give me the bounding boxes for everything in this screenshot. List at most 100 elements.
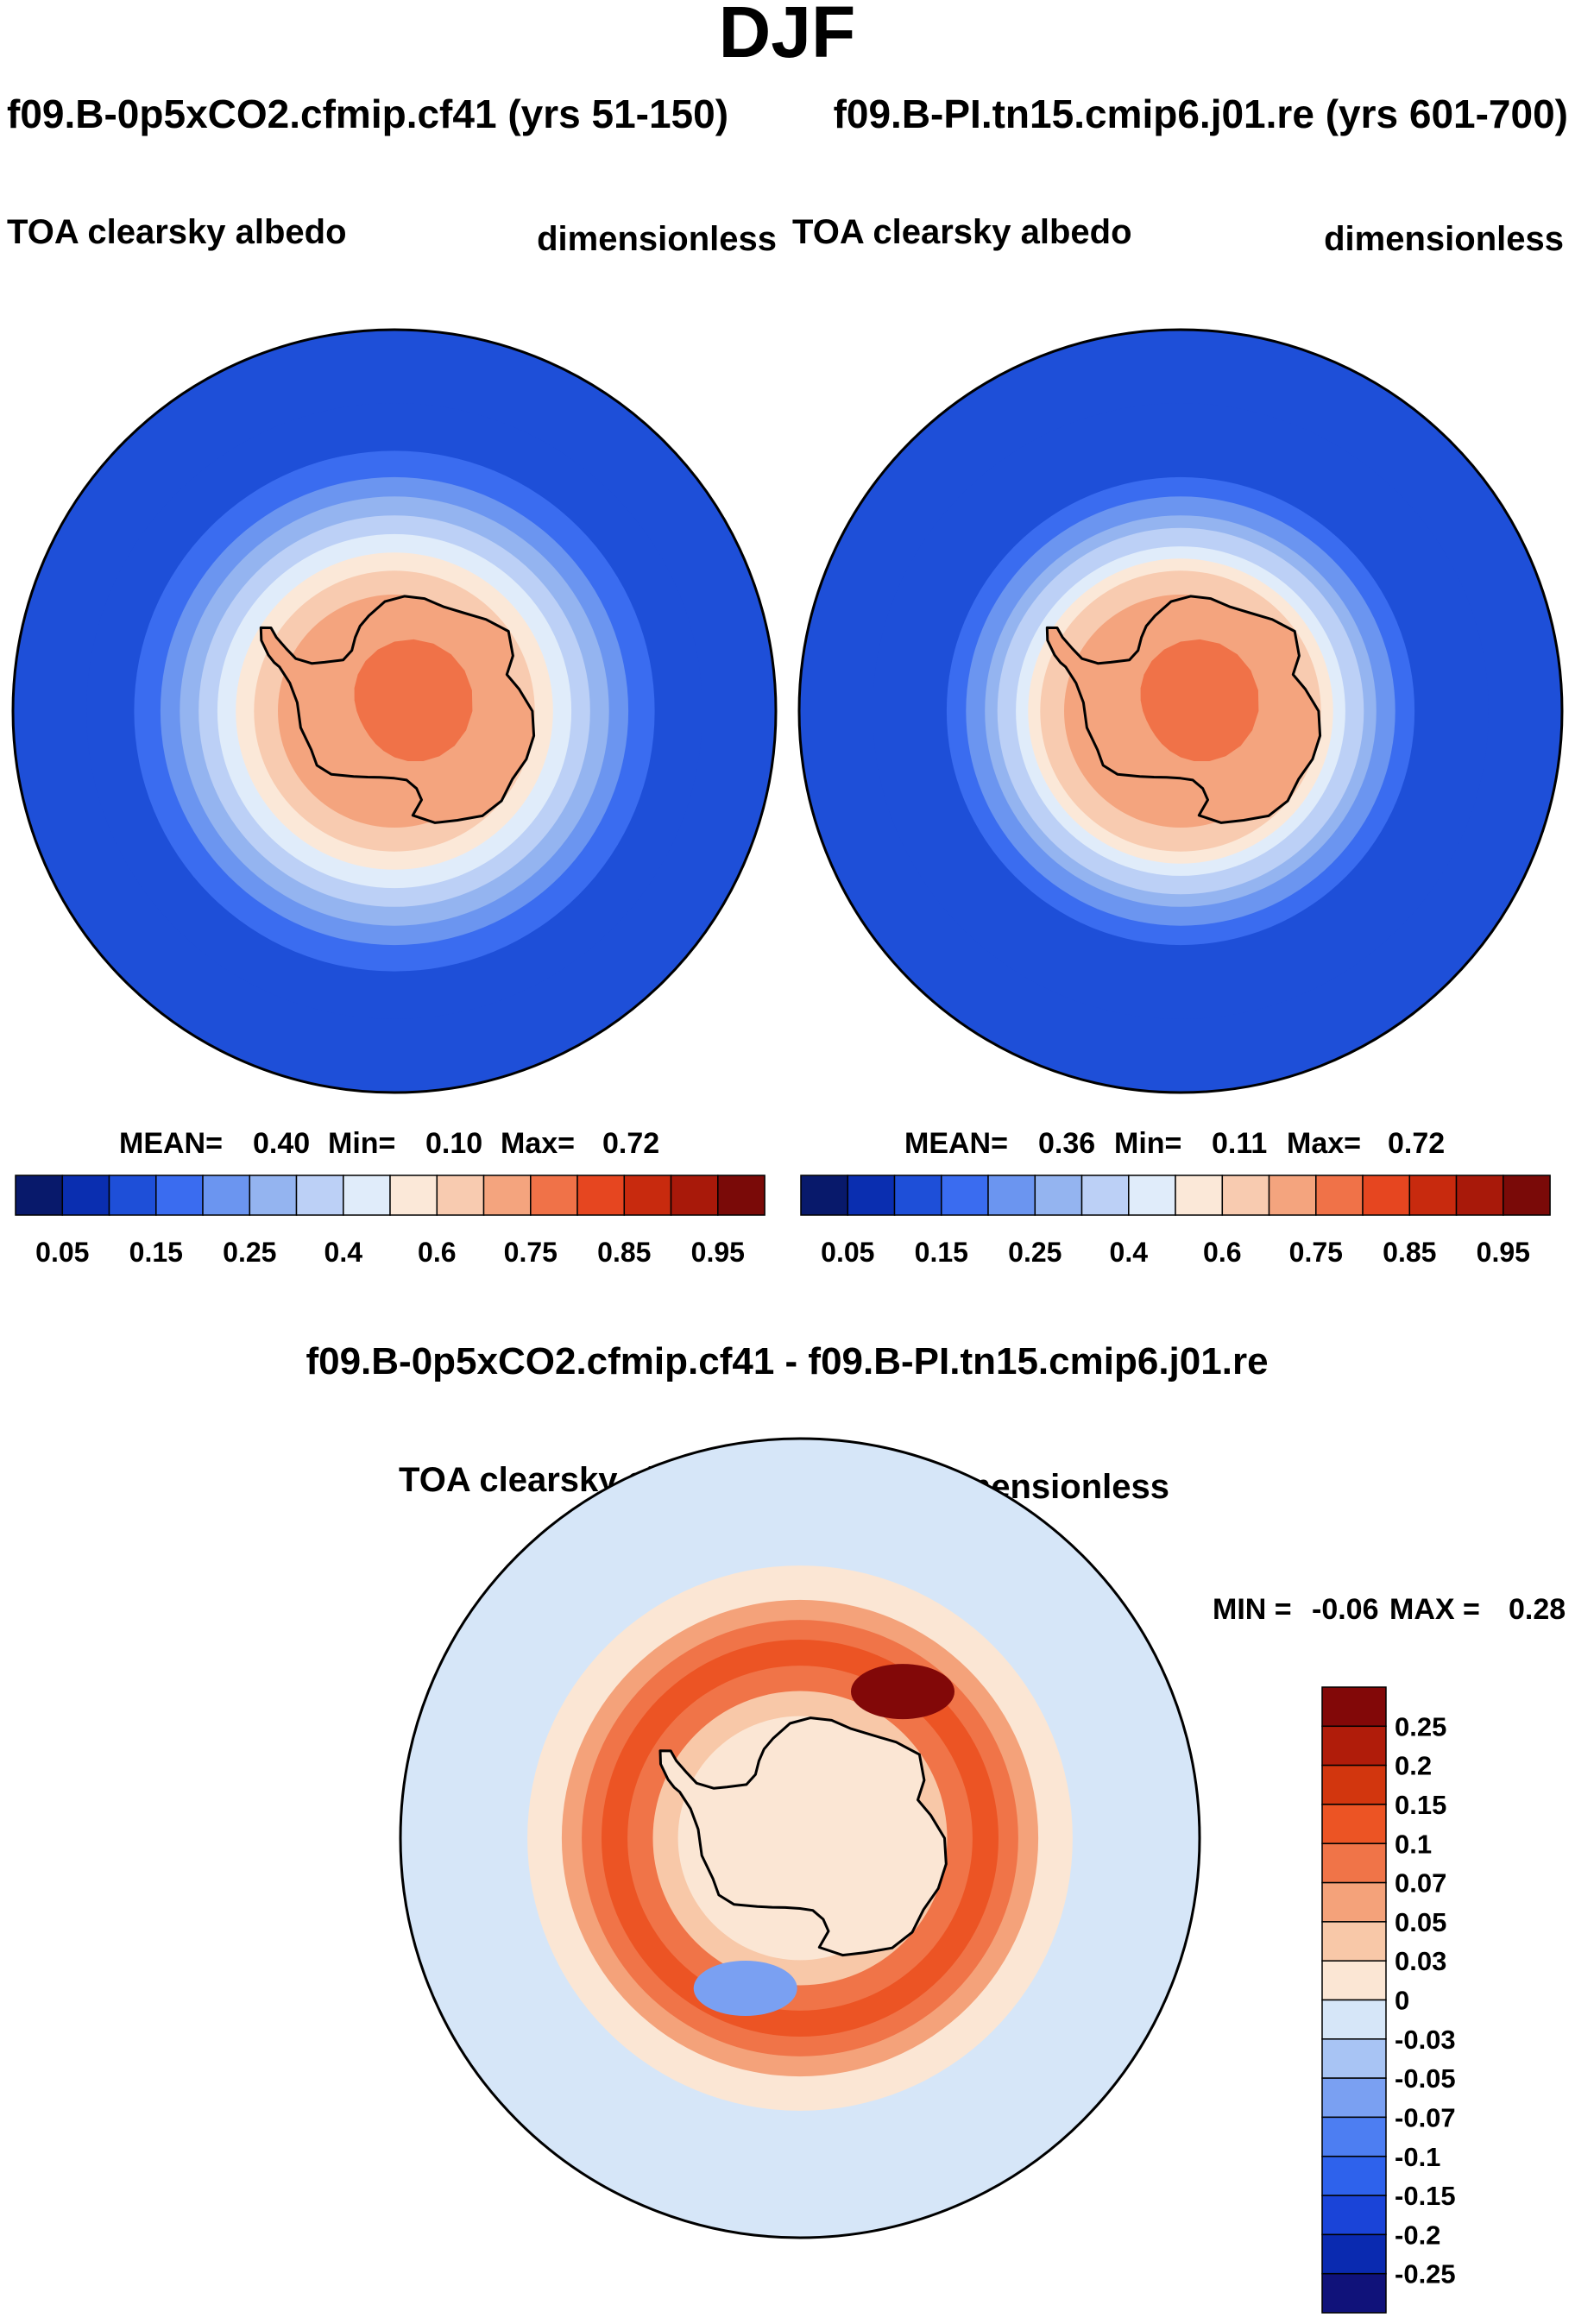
panel-3-colorbar-tick-label: -0.2 [1395, 2220, 1440, 2250]
panel-3-colorbar-swatch [1321, 2272, 1387, 2314]
panel-2-colorbar-swatch [1315, 1175, 1364, 1216]
panel-2-colorbar-swatch [1175, 1175, 1224, 1216]
panel-1-colorbar-swatch [389, 1175, 438, 1216]
panel-1-colorbar-swatch [530, 1175, 578, 1216]
panel-1-map [13, 330, 776, 1093]
panel-2-colorbar-swatch [893, 1175, 942, 1216]
panel-1-colorbar-swatch [670, 1175, 719, 1216]
panel-1-colorbar: 0.05 0.15 0.25 0.4 0.6 0.75 0.85 0.95 [15, 1175, 765, 1268]
panel-2-max: 0.72 [1388, 1127, 1445, 1160]
panel-2-colorbar-tick-label: 0.75 [1289, 1237, 1343, 1268]
panel-3-colorbar-tick-label: -0.07 [1395, 2102, 1456, 2132]
panel-1-colorbar-tick-label: 0.4 [324, 1237, 363, 1268]
panel-1-colorbar-swatch [61, 1175, 110, 1216]
panel-3-colorbar-swatch [1321, 1686, 1387, 1728]
panel-1-colorbar-tick-label: 0.15 [129, 1237, 183, 1268]
panel-3-colorbar-swatch [1321, 2156, 1387, 2196]
panel-2-colorbar-tick-label: 0.4 [1110, 1237, 1149, 1268]
panel-1-colorbar-swatch [108, 1175, 157, 1216]
panel-2-colorbar-swatch [941, 1175, 989, 1216]
panel-1-colorbar-swatch [717, 1175, 765, 1216]
panel-1-colorbar-tick-label: 0.75 [504, 1237, 558, 1268]
panel-2-colorbar-swatch [1408, 1175, 1458, 1216]
panel-2-colorbar-swatch [1455, 1175, 1504, 1216]
panel-3-colorbar-tick-label: 0.1 [1395, 1829, 1432, 1859]
panel-2-colorbar-tick-label: 0.95 [1477, 1237, 1530, 1268]
panel-2-colorbar-swatch [1362, 1175, 1411, 1216]
panel-1-colorbar-tick-label: 0.25 [223, 1237, 276, 1268]
panel-1-stats: MEAN= 0.40 Min= 0.10 Max= 0.72 [119, 1127, 659, 1160]
panel-3-colorbar-swatch [1321, 1960, 1387, 2001]
panel-3-colorbar-tick-label: 0.07 [1395, 1868, 1446, 1899]
panel-3-colorbar-swatch [1321, 1881, 1387, 1923]
panel-1-colorbar-swatch [436, 1175, 485, 1216]
panel-2-colorbar-swatch [1128, 1175, 1176, 1216]
panel-3-colorbar-swatch [1321, 2233, 1387, 2275]
panel-2-colorbar-swatch [987, 1175, 1036, 1216]
panel-2-map-border [797, 328, 1564, 1094]
panel-1-colorbar-swatch [15, 1175, 64, 1216]
panel-3-colorbar-swatch [1321, 2038, 1387, 2079]
panel-1-mean-label: MEAN= [119, 1127, 223, 1160]
panel-2-colorbar-swatch [1034, 1175, 1083, 1216]
panel-1-colorbar-swatch [576, 1175, 626, 1216]
panel-PI: TOA clearsky albedo dimensionless MEAN= … [792, 213, 1564, 1268]
panel-1-colorbar-swatch [343, 1175, 391, 1216]
panel-3-colorbar-swatch [1321, 1999, 1387, 2040]
panel-3-colorbar: 0.25 0.2 0.15 0.1 0.07 0.05 0.03 0 -0.03 -0.05 -0.… [1321, 1686, 1456, 2314]
panel-3-colorbar-tick-label: 0 [1395, 1986, 1409, 2016]
panel-1-colorbar-swatch [249, 1175, 298, 1216]
panel-1-interior-plateau [354, 639, 473, 761]
panel-2-units: dimensionless [1324, 220, 1564, 258]
panel-3-colorbar-tick-label: -0.15 [1395, 2181, 1456, 2211]
panel-3-colorbar-tick-label: -0.1 [1395, 2142, 1440, 2172]
panel-1-min: 0.10 [425, 1127, 482, 1160]
panel-2-colorbar-tick-label: 0.15 [915, 1237, 968, 1268]
panel-1-colorbar-tick-label: 0.6 [418, 1237, 456, 1268]
panel-2-colorbar-swatch [1080, 1175, 1130, 1216]
panel-2-interior-plateau [1140, 639, 1259, 761]
panel-3-colorbar-swatch [1321, 1842, 1387, 1884]
panel-1-colorbar-swatch [482, 1175, 532, 1216]
panel-3-colorbar-swatch [1321, 2195, 1387, 2236]
diff-title: f09.B-0p5xCO2.cfmip.cf41 - f09.B-PI.tn15… [306, 1340, 1268, 1382]
panel-3-max-feature [851, 1664, 954, 1720]
panel-2-min: 0.11 [1212, 1127, 1267, 1160]
panel-1-colorbar-tick-label: 0.85 [597, 1237, 651, 1268]
panel-3-colorbar-tick-label: -0.05 [1395, 2063, 1456, 2094]
panel-2-colorbar-tick-label: 0.25 [1008, 1237, 1062, 1268]
panel-3-min-feature [693, 1961, 797, 2016]
panel-2-colorbar-swatch [847, 1175, 896, 1216]
panel-2-map [799, 330, 1562, 1093]
panel-0p5xCO2: TOA clearsky albedo dimensionless MEAN= … [7, 213, 778, 1268]
panel-2-colorbar-tick-label: 0.6 [1203, 1237, 1241, 1268]
panel-1-units: dimensionless [537, 220, 777, 258]
panel-1-colorbar-tick-label: 0.95 [691, 1237, 745, 1268]
panel-2-min-label: Min= [1114, 1127, 1181, 1160]
panel-1-variable: TOA clearsky albedo [7, 213, 347, 251]
panel-3-max-label: MAX = [1389, 1593, 1480, 1626]
panel-1-mean: 0.40 [253, 1127, 310, 1160]
header-left: f09.B-0p5xCO2.cfmip.cf41 (yrs 51-150) [7, 91, 728, 136]
panel-3-colorbar-tick-label: -0.03 [1395, 2025, 1456, 2055]
panel-3-colorbar-tick-label: -0.25 [1395, 2259, 1456, 2289]
header-right: f09.B-PI.tn15.cmip6.j01.re (yrs 601-700) [834, 91, 1568, 136]
panel-2-colorbar-swatch [1503, 1175, 1551, 1216]
panel-2-colorbar-tick-label: 0.85 [1383, 1237, 1436, 1268]
panel-2-colorbar-swatch [800, 1175, 849, 1216]
panel-1-colorbar-tick-label: 0.05 [35, 1237, 89, 1268]
panel-1-min-label: Min= [328, 1127, 395, 1160]
panel-3-map [400, 1439, 1200, 2238]
panel-3-map-border [399, 1437, 1201, 2239]
panel-3-colorbar-swatch [1321, 1804, 1387, 1844]
panel-2-mean: 0.36 [1038, 1127, 1095, 1160]
panel-2-max-label: Max= [1287, 1127, 1361, 1160]
panel-3-colorbar-tick-label: 0.25 [1395, 1711, 1446, 1741]
panel-1-colorbar-swatch [155, 1175, 204, 1216]
panel-3-colorbar-swatch [1321, 1921, 1387, 1962]
panel-3-colorbar-tick-label: 0.2 [1395, 1751, 1432, 1781]
panel-3-colorbar-tick-label: 0.15 [1395, 1790, 1446, 1820]
panel-3-colorbar-swatch [1321, 1725, 1387, 1767]
figure-title: DJF [719, 0, 856, 72]
